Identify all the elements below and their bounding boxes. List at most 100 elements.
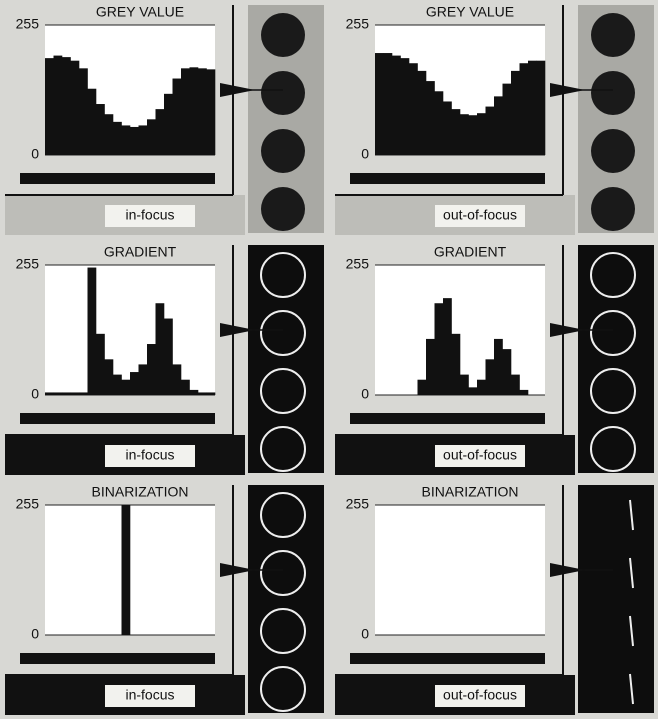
y-tick-label: 255 <box>16 16 40 32</box>
bar <box>460 375 469 395</box>
bar <box>71 61 80 155</box>
bar <box>147 344 156 395</box>
bar <box>122 125 131 155</box>
strip-bar <box>20 413 215 424</box>
strip-bar <box>350 413 545 424</box>
bar <box>426 339 435 395</box>
y-tick-label: 255 <box>16 496 40 512</box>
cell <box>591 129 635 173</box>
bar <box>486 359 495 395</box>
bar <box>477 113 486 155</box>
strip-bar <box>350 173 545 184</box>
image-strip <box>248 245 324 473</box>
image-strip <box>578 245 654 473</box>
bar <box>537 61 546 155</box>
cell <box>261 71 305 115</box>
bar <box>401 58 410 155</box>
bar <box>54 56 63 155</box>
bar <box>452 109 461 155</box>
bar <box>130 127 139 155</box>
bar <box>71 392 80 395</box>
bar <box>426 81 435 155</box>
figure: GREY VALUE 0 255 in-focus GREY VALUE 0 255 out-… <box>0 0 658 719</box>
y-tick-label: 0 <box>31 626 39 642</box>
bar <box>443 101 452 155</box>
y-tick-label: 255 <box>346 16 370 32</box>
cell <box>261 187 305 231</box>
bar <box>139 364 148 395</box>
bar <box>469 115 478 155</box>
bar <box>122 380 131 395</box>
cell <box>261 129 305 173</box>
caption: in-focus <box>125 447 174 463</box>
bar <box>418 380 427 395</box>
bar <box>435 91 444 155</box>
bar <box>45 392 54 395</box>
strip-bar <box>20 173 215 184</box>
image-strip <box>578 485 654 713</box>
bar <box>409 63 418 155</box>
chart-title: BINARIZATION <box>422 484 519 500</box>
bar <box>45 58 54 155</box>
bar <box>384 53 393 155</box>
bar <box>528 61 537 155</box>
bar <box>460 114 469 155</box>
bar <box>207 69 216 155</box>
bar <box>113 375 122 395</box>
bar <box>190 390 199 395</box>
y-tick-label: 0 <box>361 146 369 162</box>
bar <box>443 298 452 395</box>
bar <box>164 94 173 155</box>
cell <box>591 13 635 57</box>
cell <box>261 13 305 57</box>
bar <box>375 53 384 155</box>
image-strip <box>248 485 324 713</box>
bar <box>62 392 71 395</box>
bar <box>130 372 139 395</box>
bar <box>164 319 173 395</box>
cell <box>591 71 635 115</box>
bar <box>435 303 444 395</box>
caption: out-of-focus <box>443 687 517 703</box>
bar <box>156 303 165 395</box>
chart-title: GREY VALUE <box>96 4 184 20</box>
y-tick-label: 255 <box>16 256 40 272</box>
caption: out-of-focus <box>443 447 517 463</box>
bar <box>392 56 401 155</box>
bar <box>96 104 105 155</box>
bar <box>113 122 122 155</box>
caption: out-of-focus <box>443 207 517 223</box>
bar <box>139 125 148 155</box>
bar <box>477 380 486 395</box>
chart-title: GREY VALUE <box>426 4 514 20</box>
bar <box>511 375 520 395</box>
bar <box>96 334 105 395</box>
bar <box>105 114 114 155</box>
bar <box>173 364 182 395</box>
bar <box>156 109 165 155</box>
bar <box>190 67 199 155</box>
bar <box>88 89 97 155</box>
bar <box>207 392 216 395</box>
bar <box>469 387 478 395</box>
bar <box>494 96 503 155</box>
caption: in-focus <box>125 207 174 223</box>
chart-title: GRADIENT <box>434 244 507 260</box>
bar <box>122 505 131 635</box>
bar <box>503 84 512 155</box>
bar <box>198 392 207 395</box>
bar <box>79 392 88 395</box>
chart-title: GRADIENT <box>104 244 177 260</box>
y-tick-label: 255 <box>346 496 370 512</box>
bar <box>520 63 529 155</box>
bar <box>105 359 114 395</box>
caption: in-focus <box>125 687 174 703</box>
bar <box>486 107 495 155</box>
bar <box>181 380 190 395</box>
bar <box>494 339 503 395</box>
strip-bar <box>350 653 545 664</box>
bar <box>181 68 190 155</box>
bar <box>418 71 427 155</box>
strip-bar <box>20 653 215 664</box>
bar <box>54 392 63 395</box>
